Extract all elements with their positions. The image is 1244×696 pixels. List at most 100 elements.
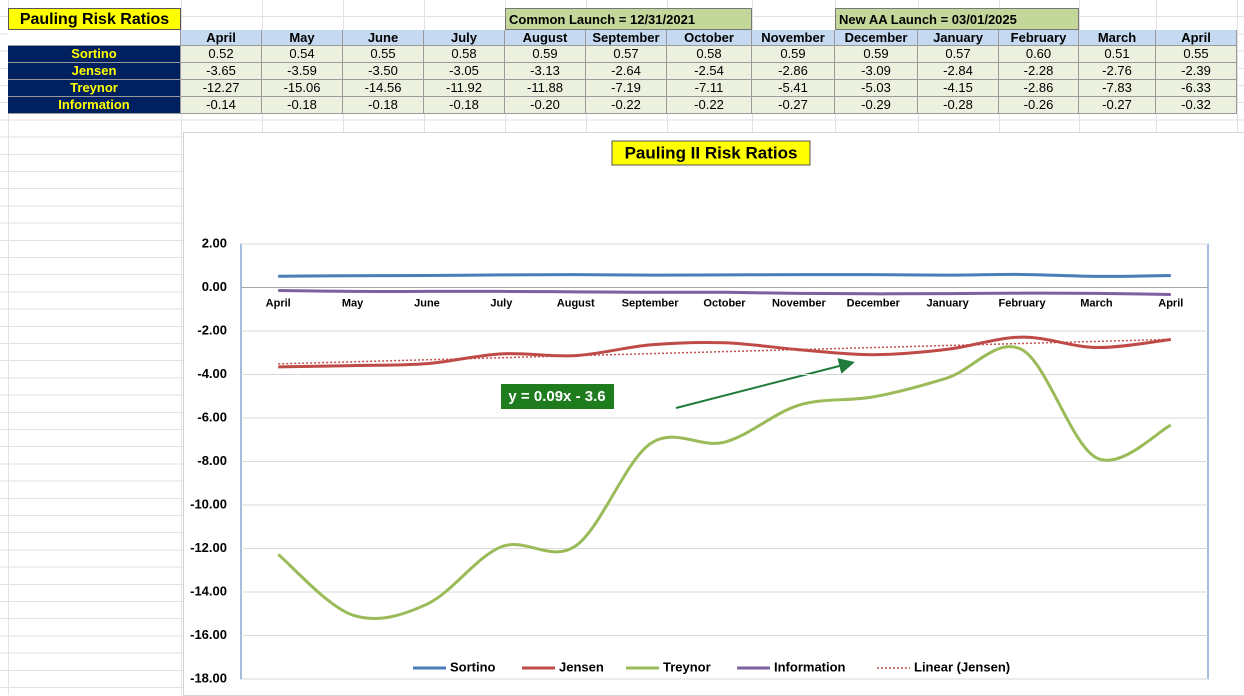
column-header: July [424, 30, 505, 46]
table-cell: 0.54 [262, 46, 343, 63]
row-label: Jensen [8, 63, 181, 80]
table-cell: -2.86 [752, 63, 835, 80]
x-tick-label: April [1158, 297, 1183, 309]
legend-label: Treynor [663, 659, 711, 674]
trendline [278, 338, 1171, 365]
table-cell: -3.50 [343, 63, 424, 80]
table-cell: 0.58 [667, 46, 752, 63]
y-tick-label: -6.00 [197, 409, 227, 424]
table-cell: -0.27 [752, 97, 835, 114]
legend-label: Jensen [559, 659, 604, 674]
table-cell: -2.64 [586, 63, 667, 80]
column-header: March [1079, 30, 1156, 46]
table-cell: -0.20 [505, 97, 586, 114]
row-label: Sortino [8, 46, 181, 63]
legend-label: Information [774, 659, 846, 674]
table-cell: -0.32 [1156, 97, 1237, 114]
column-header: February [999, 30, 1079, 46]
chart: Pauling II Risk Ratios y = 0.09x - 3.6 2… [183, 132, 1244, 696]
table-cell: -5.41 [752, 80, 835, 97]
table-cell: -4.15 [918, 80, 999, 97]
table-cell: -0.26 [999, 97, 1079, 114]
y-tick-label: -2.00 [197, 322, 227, 337]
launch-note: Common Launch = 12/31/2021 [505, 8, 752, 30]
table-cell: 0.55 [343, 46, 424, 63]
column-header: December [835, 30, 918, 46]
table-cell: 0.55 [1156, 46, 1237, 63]
table-cell: 0.52 [181, 46, 262, 63]
annotation-arrow [675, 358, 855, 409]
y-tick-label: -12.00 [190, 540, 227, 555]
column-header: June [343, 30, 424, 46]
table-cell: -3.59 [262, 63, 343, 80]
y-tick-label: -8.00 [197, 453, 227, 468]
x-tick-label: December [847, 297, 901, 309]
table-cell: -2.84 [918, 63, 999, 80]
trend-equation: y = 0.09x - 3.6 [508, 388, 605, 405]
x-tick-label: January [927, 297, 970, 309]
table-cell: 0.59 [505, 46, 586, 63]
column-header: August [505, 30, 586, 46]
column-header: April [181, 30, 262, 46]
y-tick-label: -14.00 [190, 583, 227, 598]
x-tick-label: March [1080, 297, 1113, 309]
table-cell: -0.27 [1079, 97, 1156, 114]
y-tick-label: -4.00 [197, 366, 227, 381]
table-cell: -2.39 [1156, 63, 1237, 80]
table-cell: -3.05 [424, 63, 505, 80]
table-cell: -3.09 [835, 63, 918, 80]
column-header: May [262, 30, 343, 46]
launch-note: New AA Launch = 03/01/2025 [835, 8, 1079, 30]
table-cell: -11.88 [505, 80, 586, 97]
table-cell: -7.11 [667, 80, 752, 97]
table-cell: 0.57 [918, 46, 999, 63]
x-tick-label: April [266, 297, 291, 309]
sheet-column-line [181, 0, 182, 695]
table-cell: -2.28 [999, 63, 1079, 80]
x-tick-label: November [772, 297, 827, 309]
legend-label: Sortino [450, 659, 496, 674]
y-tick-label: -16.00 [190, 627, 227, 642]
x-tick-label: February [998, 297, 1046, 309]
table-cell: 0.58 [424, 46, 505, 63]
column-header: January [918, 30, 999, 46]
column-header: October [667, 30, 752, 46]
x-tick-label: June [414, 297, 440, 309]
table-cell: -15.06 [262, 80, 343, 97]
column-header: April [1156, 30, 1237, 46]
table-cell: -0.22 [667, 97, 752, 114]
table-cell: 0.59 [835, 46, 918, 63]
y-tick-label: 2.00 [202, 235, 227, 250]
equation-box [501, 384, 614, 409]
table-cell: -3.65 [181, 63, 262, 80]
table-cell: -3.13 [505, 63, 586, 80]
chart-title: Pauling II Risk Ratios [625, 143, 798, 162]
table-cell: -2.76 [1079, 63, 1156, 80]
x-tick-label: October [703, 297, 746, 309]
row-label: Information [8, 97, 181, 114]
table-cell: -0.22 [586, 97, 667, 114]
legend-label: Linear (Jensen) [914, 659, 1010, 674]
table-cell: 0.59 [752, 46, 835, 63]
table-cell: -0.18 [343, 97, 424, 114]
chart-title-box [611, 140, 811, 166]
table-cell: -12.27 [181, 80, 262, 97]
row-label: Treynor [8, 80, 181, 97]
x-tick-label: July [490, 297, 513, 309]
y-tick-label: -18.00 [190, 670, 227, 685]
table-cell: -2.86 [999, 80, 1079, 97]
series-line [277, 345, 1172, 620]
table-cell: 0.57 [586, 46, 667, 63]
table-cell: -5.03 [835, 80, 918, 97]
table-title: Pauling Risk Ratios [8, 8, 181, 30]
table-cell: -0.28 [918, 97, 999, 114]
table-cell: -0.29 [835, 97, 918, 114]
series-line [278, 272, 1171, 278]
x-tick-label: May [342, 297, 364, 309]
x-tick-label: September [622, 297, 680, 309]
series-line [278, 289, 1171, 296]
sheet-column-line [8, 0, 9, 695]
table-cell: -14.56 [343, 80, 424, 97]
series-line [278, 335, 1171, 369]
